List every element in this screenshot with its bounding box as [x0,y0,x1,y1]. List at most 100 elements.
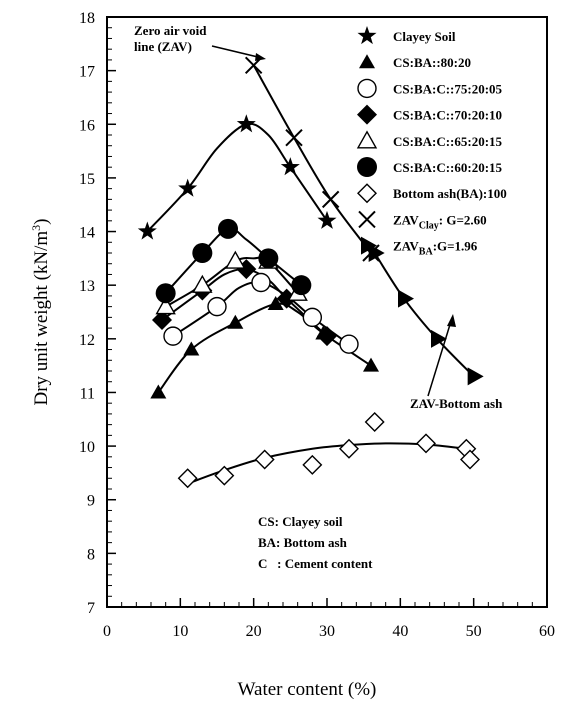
legend-label-2: CS:BA:C::75:20:05 [393,81,503,96]
legend-label-main: ZAV [393,239,419,254]
data-point-8 [467,367,484,386]
data-point-0 [137,221,157,240]
legend-label-sub: Clay [419,220,439,231]
series-line-8 [373,252,475,378]
data-point-0 [280,157,300,176]
axis-ticks: 0 10 20 30 40 50 60 7 8 9 10 11 12 13 14 15 16 17 18 [79,10,555,640]
legend-marker-4 [356,130,378,149]
legend-label-0: Clayey Soil [393,29,456,44]
data-point-6 [364,411,385,432]
data-point-4 [192,274,213,293]
series-line-0 [146,122,328,233]
zav-bottom-arrowhead [447,314,456,327]
y-tick-label: 17 [79,64,95,81]
zav-bottom-annotation: ZAV-Bottom ash [410,396,503,411]
note-c: C : Cement content [258,556,373,571]
legend-marker-8 [361,236,377,255]
series-markers [137,56,484,489]
data-point-2 [339,334,359,354]
data-point-5 [155,283,176,304]
data-point-1 [183,341,200,356]
note-cs: CS: Clayey soil [258,514,343,529]
data-point-5 [291,275,312,296]
legend: Clayey SoilCS:BA::80:20CS:BA:C::75:20:05… [356,26,507,258]
legend-label-5: CS:BA:C::60:20:15 [393,160,503,175]
y-tick-label: 7 [87,600,95,617]
data-point-8 [431,329,447,348]
legend-marker-3 [357,104,377,125]
data-point-0 [236,114,256,133]
legend-label-main: ZAV [393,212,419,227]
data-point-1 [267,295,284,310]
legend-label-6: Bottom ash(BA):100 [393,186,507,201]
legend-label-3: CS:BA:C::70:20:10 [393,108,502,123]
data-point-0 [178,178,198,197]
data-point-6 [416,433,436,454]
y-tick-label: 8 [87,546,95,563]
data-point-8 [398,289,414,308]
y-tick-label: 13 [79,278,95,295]
data-point-6 [339,438,359,459]
data-point-6 [214,465,235,486]
legend-marker-0 [357,26,377,45]
y-tick-label: 10 [79,439,95,456]
y-tick-label: 11 [80,385,95,402]
data-point-5 [192,243,213,263]
data-point-3 [152,310,172,331]
y-tick-label: 18 [79,10,95,27]
zav-pointer-arrowhead [255,53,266,61]
legend-marker-5 [357,157,377,177]
y-tick-label: 16 [79,117,95,134]
data-point-8 [368,244,385,262]
y-axis-title: Dry unit weight (kN/m3) [29,218,52,405]
x-tick-label: 60 [539,623,555,640]
legend-label-7: ZAVClay: G=2.60 [393,212,487,231]
note-ba: BA: Bottom ash [258,535,348,550]
legend-label-8: ZAVBA:G=1.96 [393,239,478,258]
data-point-2 [163,326,183,346]
zav-pointer-line [211,45,263,59]
data-point-4 [225,250,246,269]
data-point-7 [285,128,303,147]
data-point-5 [258,248,279,269]
x-tick-label: 50 [466,623,482,640]
x-tick-label: 40 [392,623,408,640]
x-axis-title: Water content (%) [238,679,377,700]
y-tick-label: 12 [79,332,95,349]
data-point-0 [317,210,337,229]
series-curves [146,64,475,485]
data-point-3 [317,326,337,347]
zav-annotation-line2: line (ZAV) [134,39,192,54]
legend-marker-1 [359,54,375,69]
y-tick-label: 15 [79,171,95,188]
data-point-7 [321,190,340,209]
x-tick-label: 0 [103,623,111,640]
legend-marker-6 [357,183,377,204]
data-point-4 [155,296,176,315]
legend-label-4: CS:BA:C::65:20:15 [393,134,503,149]
legend-marker-2 [357,78,377,99]
data-point-2 [302,307,323,328]
zav-bottom-pointer-line [427,317,453,397]
data-point-5 [218,218,238,239]
legend-label-rest: : G=2.60 [439,212,487,227]
data-point-6 [254,449,275,470]
series-line-7 [252,64,372,254]
data-point-1 [150,384,167,399]
legend-marker-7 [358,210,376,229]
x-tick-label: 20 [246,623,262,640]
legend-label-sub: BA [419,247,434,258]
y-axis-title-close: ) [31,218,52,224]
x-tick-label: 30 [319,623,335,640]
data-point-6 [302,454,323,475]
x-tick-label: 10 [172,623,188,640]
y-axis-title-main: Dry unit weight (kN/m [31,231,52,406]
data-point-1 [227,314,244,329]
data-point-6 [460,449,480,470]
legend-label-1: CS:BA::80:20 [393,55,471,70]
data-point-2 [207,296,227,317]
data-point-2 [251,272,271,293]
data-point-6 [177,468,198,489]
y-tick-label: 9 [87,493,95,510]
